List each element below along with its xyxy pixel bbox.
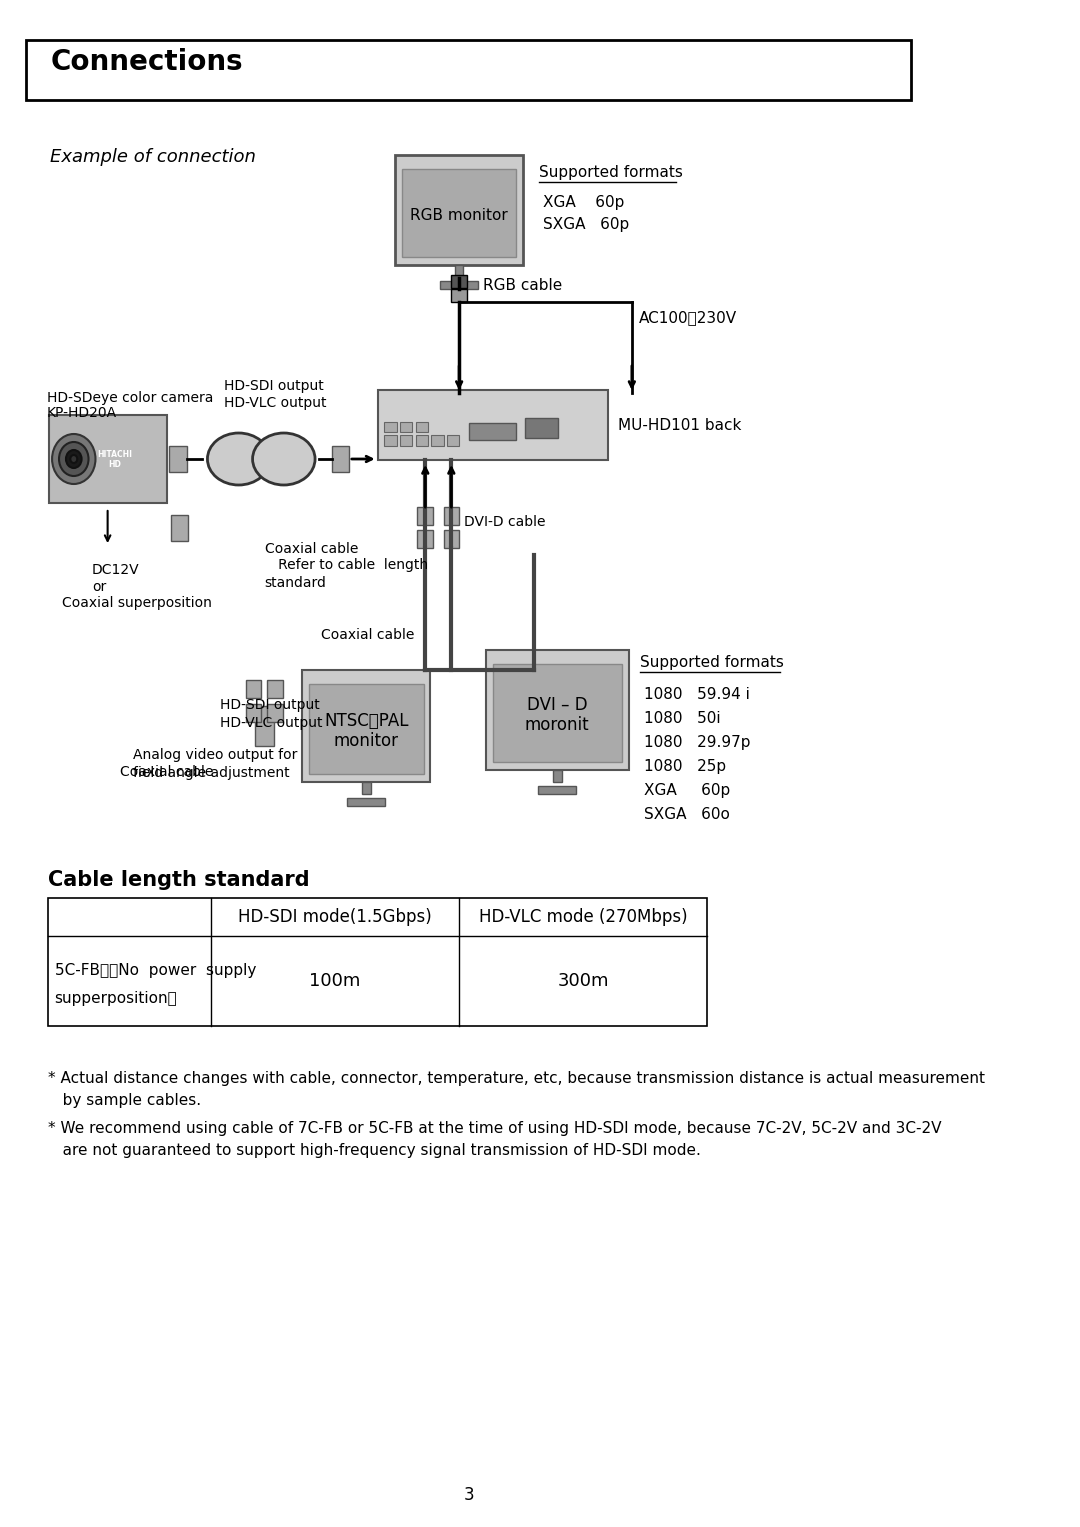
Bar bbox=[469, 423, 516, 440]
Text: Connections: Connections bbox=[51, 47, 243, 76]
Text: 1080   59.94 i: 1080 59.94 i bbox=[644, 687, 750, 702]
Ellipse shape bbox=[207, 434, 270, 486]
Bar bbox=[245, 680, 261, 698]
Text: HD-SDI output: HD-SDI output bbox=[219, 698, 320, 712]
Bar bbox=[255, 705, 274, 747]
Text: or: or bbox=[92, 580, 106, 594]
Text: Coaxial cable: Coaxial cable bbox=[265, 542, 359, 556]
Text: DC12V: DC12V bbox=[92, 563, 139, 577]
Text: 100m: 100m bbox=[309, 973, 361, 989]
Bar bbox=[451, 275, 467, 289]
Text: MU-HD101 back: MU-HD101 back bbox=[618, 417, 741, 432]
Bar bbox=[268, 680, 283, 698]
Bar bbox=[492, 664, 622, 762]
Circle shape bbox=[70, 455, 78, 463]
Bar bbox=[444, 530, 459, 548]
Bar bbox=[400, 421, 413, 432]
Bar bbox=[268, 704, 283, 722]
Text: supperposition）: supperposition） bbox=[55, 991, 177, 1005]
Ellipse shape bbox=[253, 434, 315, 486]
Bar bbox=[384, 421, 396, 432]
Text: AC100～230V: AC100～230V bbox=[638, 310, 737, 325]
Bar bbox=[26, 40, 912, 99]
Text: Coaxial cable: Coaxial cable bbox=[120, 765, 213, 779]
Text: RGB monitor: RGB monitor bbox=[410, 208, 508, 223]
Bar bbox=[444, 507, 459, 525]
Bar bbox=[538, 786, 577, 794]
Text: 3: 3 bbox=[463, 1486, 474, 1504]
Text: XGA     60p: XGA 60p bbox=[644, 783, 730, 799]
Text: Coaxial superposition: Coaxial superposition bbox=[63, 596, 213, 609]
Bar bbox=[418, 530, 433, 548]
Bar bbox=[447, 435, 459, 446]
Text: HD-VLC output: HD-VLC output bbox=[224, 395, 326, 411]
Text: standard: standard bbox=[265, 576, 326, 589]
Circle shape bbox=[52, 434, 95, 484]
Bar bbox=[416, 421, 428, 432]
Text: field angle adjustment: field angle adjustment bbox=[133, 767, 289, 780]
Text: 1080   25p: 1080 25p bbox=[644, 759, 726, 774]
Circle shape bbox=[66, 450, 82, 467]
Bar bbox=[170, 446, 187, 472]
Text: 5C-FB　（No  power  supply: 5C-FB （No power supply bbox=[55, 964, 256, 979]
Text: DVI-D cable: DVI-D cable bbox=[464, 515, 545, 528]
Text: by sample cables.: by sample cables. bbox=[48, 1093, 201, 1109]
Bar bbox=[50, 415, 166, 502]
Text: HD-VLC output: HD-VLC output bbox=[219, 716, 322, 730]
Bar bbox=[455, 266, 463, 276]
Text: * We recommend using cable of 7C-FB or 5C-FB at the time of using HD-SDI mode, b: * We recommend using cable of 7C-FB or 5… bbox=[48, 1121, 942, 1136]
Text: 1080   29.97p: 1080 29.97p bbox=[644, 734, 751, 750]
Text: RGB cable: RGB cable bbox=[484, 278, 563, 293]
Text: HD-SDI mode(1.5Gbps): HD-SDI mode(1.5Gbps) bbox=[239, 909, 432, 925]
Bar bbox=[378, 389, 608, 460]
Bar bbox=[440, 281, 478, 289]
Bar bbox=[400, 435, 413, 446]
Bar bbox=[451, 289, 467, 302]
Text: Analog video output for: Analog video output for bbox=[133, 748, 297, 762]
Text: HD-SDeye color camera: HD-SDeye color camera bbox=[46, 391, 213, 405]
Text: SXGA   60o: SXGA 60o bbox=[644, 806, 730, 822]
Text: Example of connection: Example of connection bbox=[51, 148, 256, 166]
Bar bbox=[347, 799, 386, 806]
Text: Supported formats: Supported formats bbox=[639, 655, 784, 670]
Text: Refer to cable  length: Refer to cable length bbox=[265, 557, 428, 573]
Text: Coaxial cable: Coaxial cable bbox=[321, 628, 415, 641]
Text: NTSC／PAL
monitor: NTSC／PAL monitor bbox=[324, 712, 408, 750]
Text: are not guaranteed to support high-frequency signal transmission of HD-SDI mode.: are not guaranteed to support high-frequ… bbox=[48, 1144, 701, 1157]
Text: XGA    60p: XGA 60p bbox=[543, 195, 624, 211]
Bar bbox=[553, 770, 562, 782]
Bar bbox=[431, 435, 444, 446]
Bar bbox=[332, 446, 349, 472]
Bar bbox=[525, 418, 558, 438]
Bar bbox=[395, 156, 524, 266]
Bar bbox=[302, 670, 431, 782]
Text: HD-VLC mode (270Mbps): HD-VLC mode (270Mbps) bbox=[478, 909, 688, 925]
Bar bbox=[384, 435, 396, 446]
Text: 1080   50i: 1080 50i bbox=[644, 712, 720, 725]
Bar bbox=[402, 169, 516, 257]
Bar bbox=[245, 704, 261, 722]
Bar bbox=[362, 782, 370, 794]
Bar bbox=[48, 898, 707, 1026]
Text: 300m: 300m bbox=[557, 973, 609, 989]
Bar bbox=[171, 515, 188, 541]
Text: HD-SDI output: HD-SDI output bbox=[224, 379, 324, 392]
Text: KP-HD20A: KP-HD20A bbox=[46, 406, 117, 420]
Text: SXGA   60p: SXGA 60p bbox=[543, 217, 630, 232]
Text: Supported formats: Supported formats bbox=[539, 165, 683, 180]
Text: DVI – D
moronit: DVI – D moronit bbox=[525, 696, 590, 734]
Bar bbox=[486, 651, 630, 770]
Bar bbox=[416, 435, 428, 446]
Bar bbox=[309, 684, 423, 774]
Text: * Actual distance changes with cable, connector, temperature, etc, because trans: * Actual distance changes with cable, co… bbox=[48, 1070, 985, 1086]
Bar bbox=[418, 507, 433, 525]
Circle shape bbox=[59, 441, 89, 476]
Text: Cable length standard: Cable length standard bbox=[48, 870, 309, 890]
Text: HITACHI
HD: HITACHI HD bbox=[97, 450, 132, 469]
